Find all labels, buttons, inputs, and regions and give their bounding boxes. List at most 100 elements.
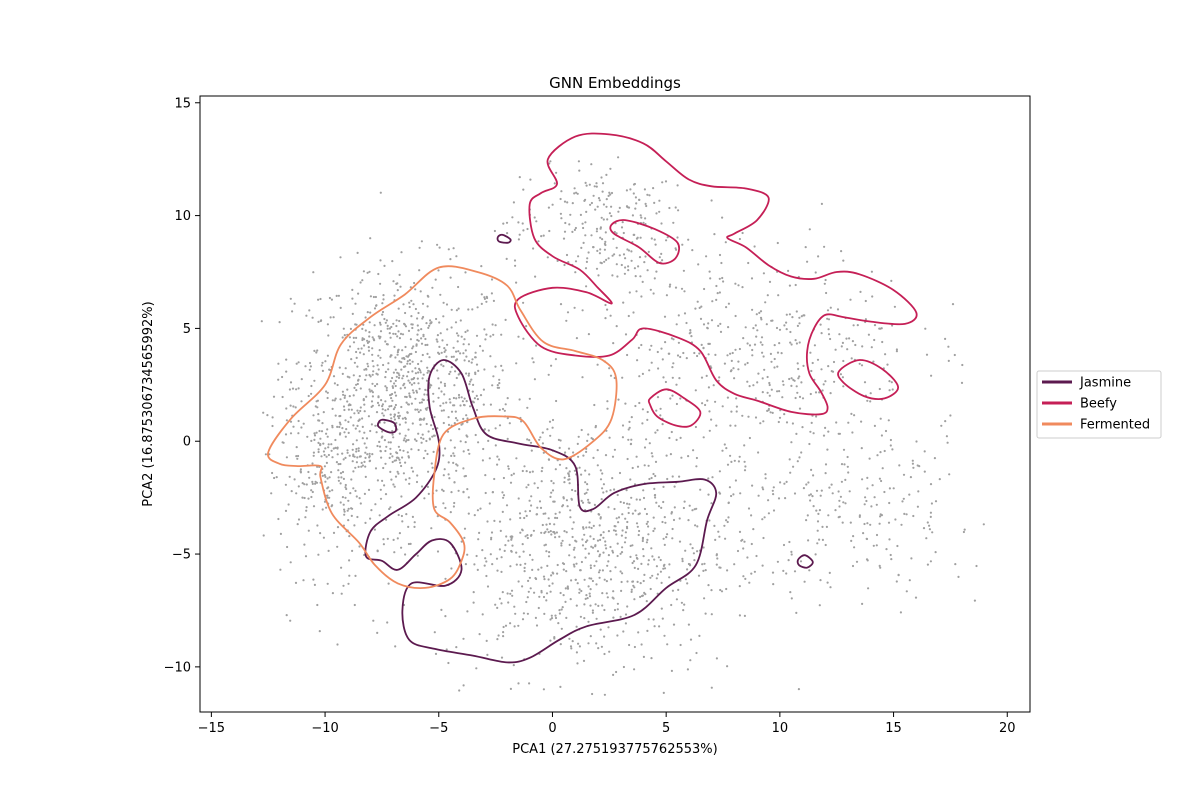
scatter-point: [646, 629, 649, 633]
scatter-point: [478, 633, 481, 636]
scatter-point: [468, 452, 471, 455]
scatter-point: [485, 300, 488, 303]
scatter-point: [499, 529, 502, 533]
scatter-point: [639, 595, 642, 599]
scatter-point: [583, 578, 586, 581]
scatter-point: [866, 559, 869, 562]
scatter-point: [539, 436, 542, 439]
scatter-point: [634, 207, 637, 210]
scatter-point: [781, 396, 784, 399]
scatter-point: [776, 365, 779, 368]
scatter-point: [424, 449, 427, 452]
scatter-point: [747, 415, 750, 418]
scatter-point: [425, 439, 428, 443]
scatter-point: [589, 535, 592, 538]
scatter-point: [845, 337, 848, 340]
scatter-point: [521, 543, 524, 546]
scatter-point: [794, 283, 797, 287]
scatter-point: [332, 531, 336, 535]
scatter-point: [377, 354, 380, 357]
scatter-point: [336, 446, 339, 449]
scatter-point: [732, 367, 735, 370]
scatter-point: [565, 531, 568, 534]
scatter-point: [662, 537, 665, 540]
scatter-point: [491, 491, 494, 494]
scatter-point: [331, 426, 334, 429]
scatter-point: [442, 454, 445, 457]
scatter-point: [504, 403, 507, 406]
scatter-point: [483, 296, 486, 299]
scatter-point: [720, 261, 723, 265]
scatter-point: [557, 622, 560, 625]
scatter-point: [565, 319, 568, 322]
scatter-point: [426, 305, 429, 308]
scatter-point: [540, 235, 543, 238]
scatter-point: [635, 237, 639, 240]
scatter-point: [842, 385, 845, 388]
scatter-point: [698, 306, 701, 309]
scatter-point: [326, 323, 329, 326]
scatter-point: [618, 206, 621, 209]
scatter-point: [707, 477, 710, 480]
scatter-point: [617, 398, 620, 401]
scatter-point: [463, 404, 466, 407]
scatter-point: [354, 323, 357, 326]
scatter-point: [841, 376, 845, 379]
scatter-point: [646, 269, 649, 272]
scatter-point: [536, 506, 539, 509]
scatter-point: [525, 325, 528, 328]
scatter-point: [588, 183, 591, 186]
scatter-point: [285, 419, 288, 422]
scatter-point: [840, 480, 844, 483]
scatter-point: [389, 506, 392, 509]
scatter-point: [649, 576, 652, 579]
scatter-point: [510, 589, 514, 592]
scatter-point: [361, 425, 364, 428]
scatter-point: [578, 169, 581, 172]
scatter-point: [371, 347, 374, 350]
scatter-point: [680, 601, 684, 604]
scatter-point: [601, 238, 604, 241]
scatter-point: [393, 345, 396, 348]
scatter-point: [397, 376, 401, 379]
scatter-point: [521, 528, 524, 531]
scatter-point: [873, 324, 877, 327]
scatter-point: [831, 492, 834, 495]
scatter-point: [870, 505, 873, 508]
scatter-point: [837, 490, 840, 493]
scatter-point: [394, 356, 397, 359]
scatter-point: [316, 349, 319, 352]
scatter-point: [713, 233, 716, 236]
scatter-point: [535, 624, 539, 627]
scatter-point: [363, 368, 366, 371]
scatter-point: [458, 689, 461, 692]
scatter-point: [640, 562, 643, 566]
scatter-point: [772, 509, 776, 512]
scatter-point: [498, 378, 501, 381]
scatter-point: [866, 399, 869, 402]
scatter-point: [651, 574, 654, 577]
scatter-point: [710, 319, 714, 322]
scatter-point: [402, 374, 405, 377]
scatter-point: [677, 341, 681, 344]
scatter-point: [872, 360, 875, 363]
scatter-point: [420, 401, 423, 404]
scatter-point: [512, 664, 515, 667]
scatter-point: [841, 521, 844, 524]
scatter-point: [439, 381, 443, 384]
scatter-point: [306, 435, 309, 438]
scatter-point: [701, 402, 704, 405]
scatter-point: [702, 569, 705, 573]
scatter-point: [515, 362, 518, 365]
scatter-point: [406, 451, 409, 454]
scatter-point: [675, 402, 679, 406]
scatter-point: [672, 623, 676, 626]
scatter-point: [321, 422, 324, 425]
scatter-point: [447, 461, 450, 464]
scatter-point: [284, 509, 288, 512]
scatter-point: [693, 508, 696, 511]
scatter-point: [510, 474, 513, 477]
scatter-point: [465, 400, 468, 403]
scatter-point: [719, 322, 722, 325]
